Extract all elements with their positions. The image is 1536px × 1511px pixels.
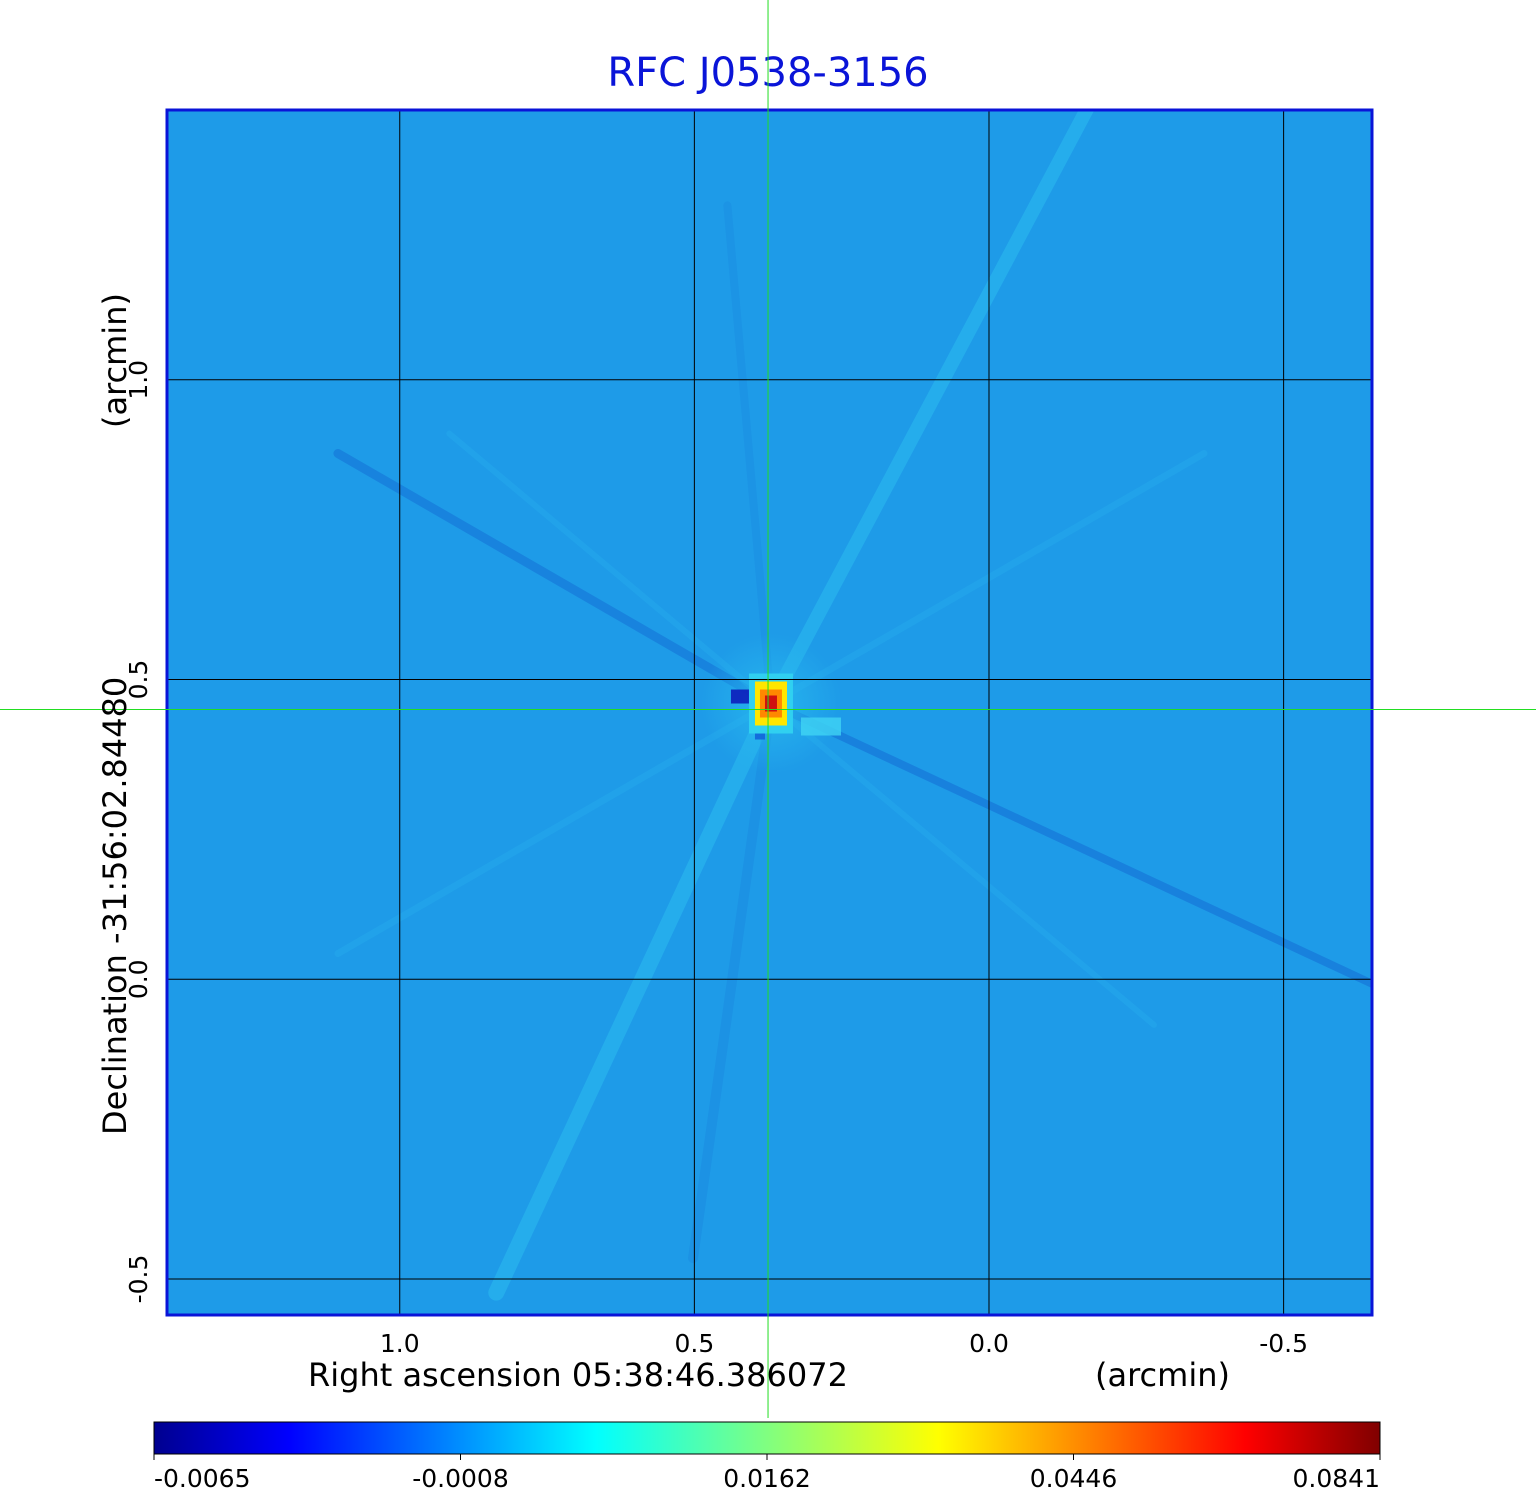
positive-lobe: [800, 717, 841, 736]
x-tick-label: 0.0: [969, 1329, 1009, 1358]
sidelobe-streak: [688, 698, 776, 1264]
colorbar-tick-label: -0.0065: [154, 1464, 251, 1493]
colorbar-tick-label: 0.0162: [723, 1464, 810, 1493]
y-tick-label: 1.0: [124, 360, 153, 400]
sidelobe-streak: [723, 201, 775, 708]
x-axis-label: Right ascension 05:38:46.386072: [308, 1356, 848, 1394]
x-tick-label: 0.5: [674, 1329, 714, 1358]
sidelobe-streak: [767, 450, 1208, 708]
y-axis-unit-label: (arcmin): [96, 293, 134, 428]
x-axis-unit-label: (arcmin): [1095, 1356, 1230, 1394]
sidelobe-streak: [767, 700, 1157, 1028]
sidelobe-streak: [763, 110, 1095, 711]
colorbar-gradient: [154, 1422, 1380, 1454]
plot-frame: [165, 108, 1374, 1317]
colorbar-tick-label: 0.0446: [1030, 1464, 1117, 1493]
x-tick-label: -0.5: [1259, 1329, 1308, 1358]
y-tick-label: 0.5: [124, 660, 153, 700]
colorbar-tick-label: -0.0008: [412, 1464, 509, 1493]
y-axis-label: Declination -31:56:02.84480: [96, 676, 134, 1135]
x-tick-label: 1.0: [380, 1329, 420, 1358]
colorbar-tick-label: 0.0841: [1293, 1464, 1380, 1493]
y-tick-label: 0.0: [124, 959, 153, 999]
sidelobe-streak: [334, 700, 775, 958]
sidelobe-streak: [766, 699, 1372, 989]
y-tick-label: -0.5: [124, 1255, 153, 1304]
sidelobe-streak: [488, 695, 779, 1301]
sidelobe-streak: [333, 449, 776, 709]
